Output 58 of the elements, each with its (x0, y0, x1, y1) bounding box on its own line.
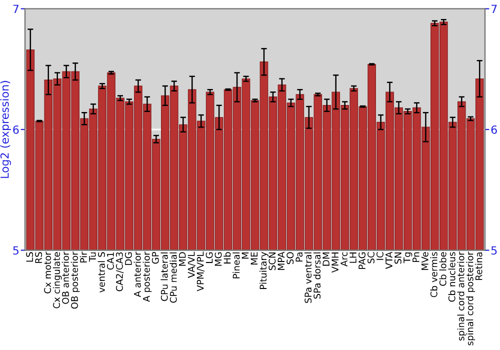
x-tick-label: SC (368, 252, 374, 264)
x-tick-label: ventral S (98, 252, 105, 292)
x-tick-label: Retina (475, 252, 482, 280)
x-tick-label: DG (124, 252, 132, 265)
x-tick-label: A posterior (142, 252, 152, 302)
x-tick-label: RS (35, 252, 42, 263)
x-tick-label: Pa (296, 252, 303, 262)
x-tick-label: PAG (358, 252, 366, 269)
x-tick-label: OB posterior (70, 252, 80, 309)
x-tick-label: spinal cord posterior (466, 252, 476, 346)
x-tick-label: SPa ventral (304, 252, 312, 303)
y2-tick-label: 5 (491, 246, 497, 255)
y2-tick-label: 7 (491, 4, 497, 13)
x-tick-label: A anterior (134, 252, 141, 298)
x-tick-label: Cb vermis (430, 252, 438, 298)
y-tick-label: 6 (13, 125, 19, 134)
x-tick-label: CA2/CA3 (116, 252, 124, 292)
x-tick-label: CPu medial (170, 252, 177, 303)
x-tick-label: Tg (404, 252, 412, 264)
x-tick-label: CA1 (106, 252, 114, 270)
y2-tick-label: 6 (491, 125, 497, 134)
x-tick-label: MPA (278, 252, 284, 270)
x-tick-label: ME (250, 252, 258, 264)
x-tick-label: VMH (332, 252, 338, 273)
x-tick-label: Cb nucleus (448, 252, 456, 302)
x-tick-label: spinal cord anterior (457, 252, 466, 341)
x-tick-label: DM (322, 252, 330, 266)
x-tick-label: Hb (224, 252, 231, 264)
x-tick-label: SCN (268, 252, 276, 270)
y-tick-label: 7 (13, 4, 18, 13)
x-tick-label: Tu (89, 252, 96, 262)
x-tick-label: VPM/VPL (196, 252, 204, 292)
x-tick-label: SPa dorsal (313, 252, 321, 299)
x-tick-label: Pir (80, 252, 87, 262)
x-tick-label: VTA (386, 252, 392, 269)
x-tick-label: VA/VL (188, 252, 196, 278)
x-tick-label: Cx motor (44, 252, 52, 294)
x-tick-label: M (242, 252, 249, 259)
x-tick-label: Cx cingulate (52, 252, 62, 308)
x-tick-label: CPu lateral (160, 252, 168, 301)
x-tick-label: IC (376, 252, 384, 260)
y-axis-title: Log2 (expression) (0, 80, 11, 178)
x-tick-label: MD (178, 252, 186, 266)
x-tick-label: Pineal (232, 252, 240, 278)
x-tick-label: Arc (340, 252, 348, 266)
x-tick-label: LG (206, 252, 213, 263)
x-tick-label: LS (26, 252, 34, 262)
x-tick-label: SO (286, 252, 294, 264)
x-tick-label: MG (214, 252, 222, 266)
x-tick-label: LH (350, 252, 356, 263)
x-tick-label: Pituitary (260, 252, 268, 289)
x-tick-label: MVe (422, 252, 428, 270)
x-tick-label: SN (394, 252, 402, 264)
x-tick-label: Pn (412, 252, 420, 262)
x-tick-label: OB anterior (62, 252, 69, 304)
x-tick-label: Cb lobe (439, 252, 446, 286)
x-tick-label: GP (152, 252, 159, 264)
y-tick-label: 5 (13, 246, 18, 255)
